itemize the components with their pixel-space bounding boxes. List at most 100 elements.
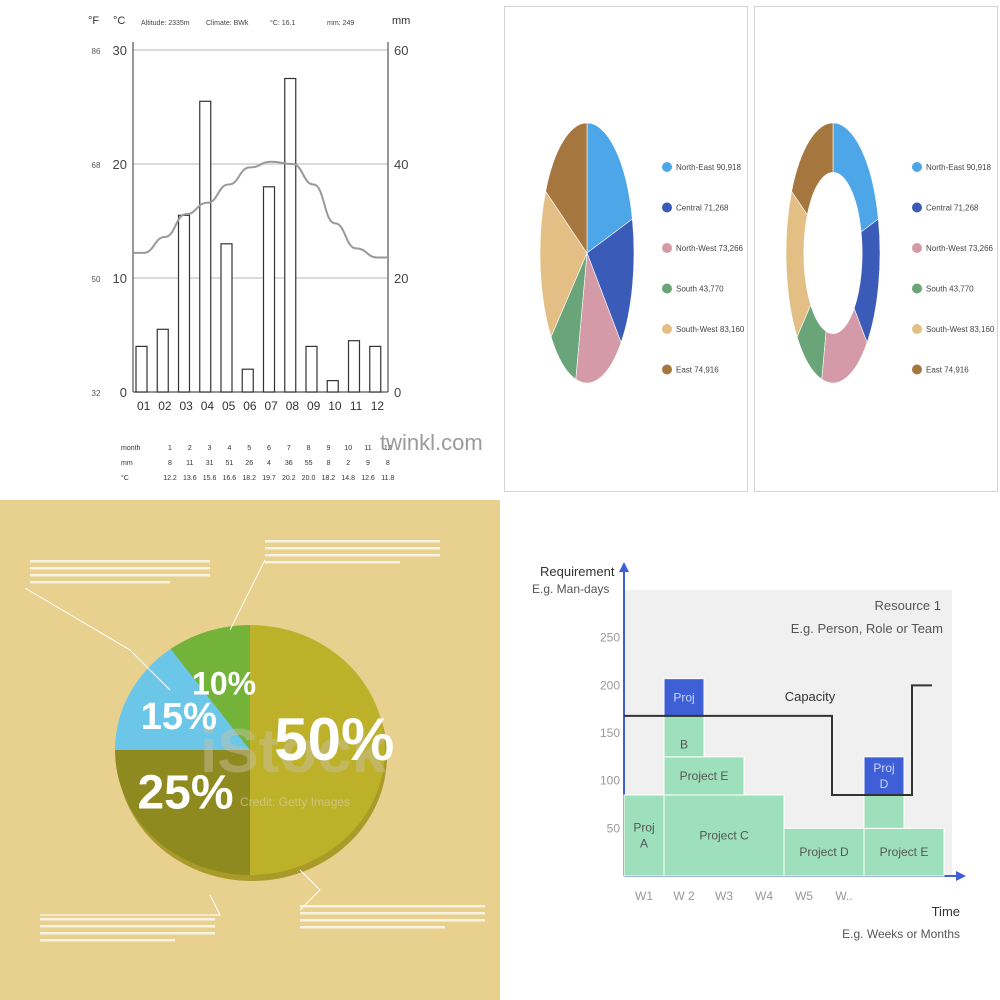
table-cell: 8 (307, 445, 311, 452)
placeholder-text-line (265, 540, 440, 543)
legend-label: South-West 83,160 (676, 325, 745, 334)
table-cell: 26 (245, 460, 253, 467)
placeholder-text-line (300, 926, 445, 929)
f-tick-label: 86 (92, 47, 101, 56)
legend-swatch (912, 364, 922, 375)
project-block (663, 756, 745, 796)
table-cell: 11.8 (381, 475, 394, 482)
legend-label: Central 71,268 (676, 204, 729, 213)
table-cell: 5 (247, 445, 251, 452)
legend-swatch (912, 283, 922, 294)
pie-slice (575, 252, 622, 384)
pie-chart: North-East 90,918 Central 71,268 North-Wes… (539, 122, 745, 384)
table-cell: 2 (188, 445, 192, 452)
y-tick-label: 150 (600, 726, 620, 740)
header-rain: mm: 249 (327, 20, 354, 27)
x-axis-label: Time (932, 904, 960, 919)
table-cell: 4 (267, 460, 271, 467)
project-block-label: Project E (680, 769, 729, 783)
placeholder-text-line (30, 560, 210, 563)
project-block-label: B (680, 737, 688, 751)
x-tick-label: W.. (835, 889, 852, 903)
c-tick-label: 20 (113, 157, 127, 172)
pie-slice (115, 648, 250, 750)
c-tick-label: 30 (113, 43, 127, 58)
mm-tick-label: 40 (394, 157, 408, 172)
legend-swatch (912, 202, 922, 213)
pie-slice (170, 625, 250, 750)
rain-bar (326, 380, 339, 393)
mm-tick-label: 60 (394, 43, 408, 58)
table-cell: 14.8 (341, 475, 355, 482)
leader-line (229, 559, 266, 631)
table-row-label: month (121, 445, 141, 452)
month-tick-label: 06 (243, 399, 257, 413)
donut-chart: North-East 90,918 Central 71,268 North-Wes… (785, 122, 995, 384)
f-tick-label: 32 (92, 389, 101, 398)
climate-chart: Altitude: 2335m Climate: BWk °C: 16.1 mm: 2… (88, 15, 483, 482)
project-block-label: Project D (799, 845, 849, 859)
resource-label: Resource 1 (875, 598, 941, 613)
mm-tick-label: 20 (394, 271, 408, 286)
project-block-label: D (880, 777, 889, 791)
table-cell: 11 (364, 445, 371, 452)
header-temp: °C: 16.1 (270, 19, 295, 27)
slice-label: 25% (137, 767, 233, 820)
project-block (863, 756, 905, 796)
placeholder-text-line (40, 939, 175, 942)
month-tick-label: 04 (201, 399, 215, 413)
table-cell: 20.2 (282, 475, 296, 482)
legend-label: South 43,770 (926, 285, 974, 294)
placeholder-text-line (30, 567, 210, 570)
unit-celsius: °C (113, 15, 125, 27)
table-cell: 20.0 (302, 475, 316, 482)
watermark-credit: Credit: Getty Images (240, 795, 350, 809)
pie-slice (832, 122, 879, 233)
project-block-label: Proj (673, 690, 694, 704)
table-cell: 51 (226, 460, 234, 467)
placeholder-text-line (300, 912, 485, 915)
legend-label: North-West 73,266 (676, 244, 744, 253)
leader-line (24, 587, 171, 691)
pie-chart-panel: North-East 90,918 Central 71,268 North-Wes… (504, 6, 748, 492)
x-tick-label: W1 (635, 889, 653, 903)
month-tick-label: 12 (371, 399, 385, 413)
leader-line (299, 869, 321, 911)
rain-bar (177, 214, 191, 393)
rain-bar (156, 328, 169, 393)
legend-label: East 74,916 (926, 366, 969, 375)
y-axis-sublabel: E.g. Man-days (532, 582, 609, 596)
leader-line (40, 894, 221, 916)
x-axis-arrow (956, 871, 966, 881)
table-cell: 12.2 (163, 475, 177, 482)
placeholder-text-line (40, 925, 215, 928)
rain-bar (262, 186, 276, 393)
y-tick-label: 50 (607, 821, 621, 835)
month-tick-label: 09 (307, 399, 321, 413)
legend-swatch (662, 162, 672, 172)
capacity-label: Capacity (785, 689, 836, 704)
x-tick-label: W5 (795, 889, 813, 903)
header-altitude: Altitude: 2335m (141, 20, 190, 27)
legend-label: Central 71,268 (926, 204, 979, 213)
rain-bar (284, 77, 297, 393)
placeholder-text-line (40, 932, 215, 935)
legend-label: South-West 83,160 (926, 325, 995, 334)
resource-sublabel: E.g. Person, Role or Team (791, 621, 943, 636)
project-block (663, 678, 705, 717)
month-tick-label: 10 (328, 399, 342, 413)
infographic-pie: iStock Credit: Getty Images 50% 25% 15%10% (24, 540, 485, 942)
legend-label: North-East 90,918 (676, 163, 741, 172)
project-block (663, 794, 785, 877)
placeholder-text-line (300, 919, 485, 922)
pie-slice (791, 122, 834, 216)
table-cell: 3 (208, 445, 212, 452)
month-tick-label: 11 (350, 399, 363, 413)
y-axis-arrow (619, 562, 629, 572)
y-tick-label: 100 (600, 774, 620, 788)
table-cell: 13.6 (183, 475, 197, 482)
slice-label: 15% (141, 696, 217, 738)
x-tick-label: W 2 (673, 889, 695, 903)
table-cell: 12 (384, 445, 392, 452)
rain-bar (369, 345, 382, 393)
